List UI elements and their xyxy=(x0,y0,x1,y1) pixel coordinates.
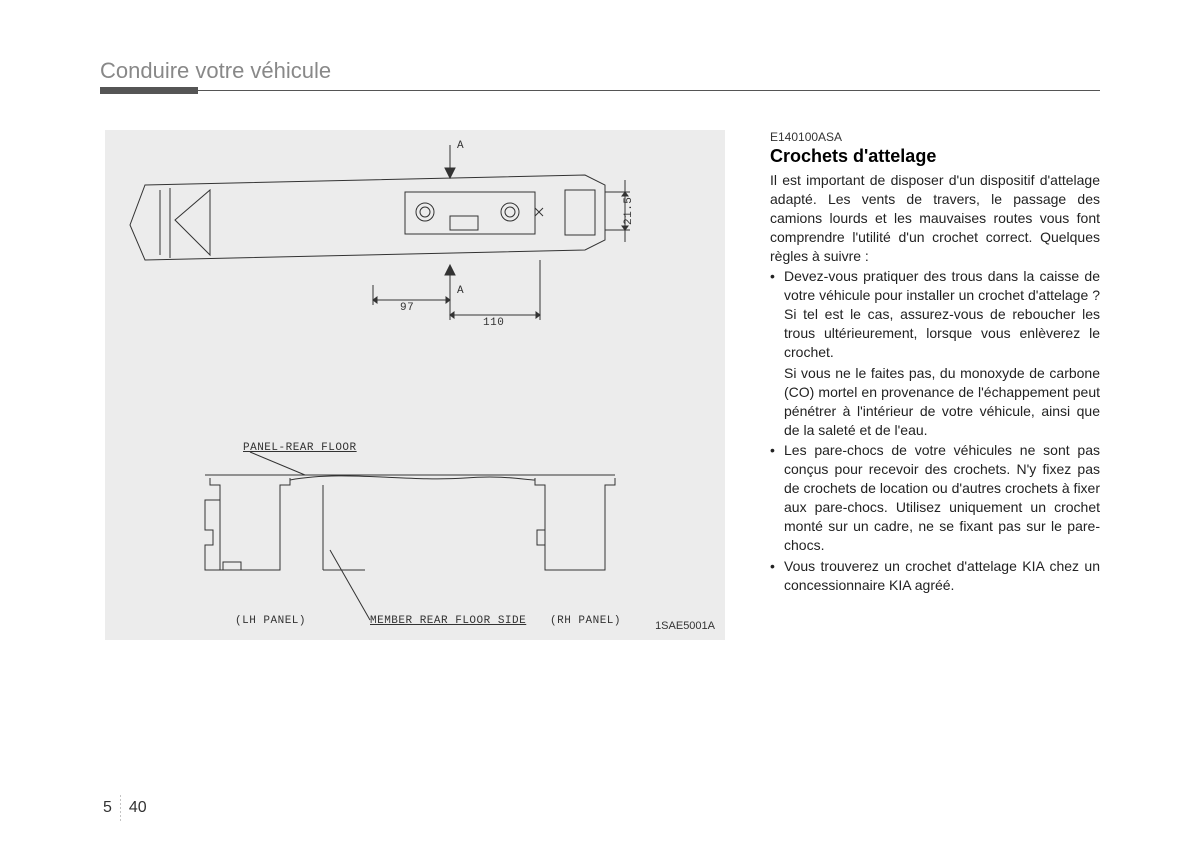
list-item: Les pare-chocs de votre véhicules ne son… xyxy=(770,441,1100,554)
header-rule xyxy=(100,90,1100,91)
chapter-number: 5 xyxy=(100,796,120,820)
label-member-rear-floor-side: MEMBER REAR FLOOR SIDE xyxy=(370,615,526,627)
figure-code: 1SAE5001A xyxy=(655,620,715,632)
bullet-list: Devez-vous pratiquer des trous dans la c… xyxy=(770,267,1100,594)
label-dim-215: 21.5 xyxy=(623,197,635,225)
technical-figure: A A 97 110 21.5 PANEL-REAR FLOOR (LH PAN… xyxy=(105,130,725,640)
label-rh-panel: (RH PANEL) xyxy=(550,615,621,627)
list-item: Vous trouverez un crochet d'attelage KIA… xyxy=(770,557,1100,595)
label-a-bottom: A xyxy=(457,285,464,297)
text-column: E140100ASA Crochets d'attelage Il est im… xyxy=(770,130,1100,597)
label-dim-110: 110 xyxy=(483,317,504,329)
section-heading: Crochets d'attelage xyxy=(770,146,1100,167)
page-number: 5 40 xyxy=(100,795,150,821)
label-a-top: A xyxy=(457,140,464,152)
reference-code: E140100ASA xyxy=(770,130,1100,144)
page-footer: 5 40 xyxy=(100,795,150,821)
list-item-sub: Si vous ne le faites pas, du monoxyde de… xyxy=(770,364,1100,440)
page-number-value: 40 xyxy=(121,796,150,820)
label-panel-rear-floor: PANEL-REAR FLOOR xyxy=(243,442,357,454)
page-header: Conduire votre véhicule xyxy=(100,58,1100,91)
header-title: Conduire votre véhicule xyxy=(100,58,1100,84)
list-item: Devez-vous pratiquer des trous dans la c… xyxy=(770,267,1100,361)
label-dim-97: 97 xyxy=(400,302,414,314)
intro-paragraph: Il est important de disposer d'un dispos… xyxy=(770,171,1100,265)
label-lh-panel: (LH PANEL) xyxy=(235,615,306,627)
